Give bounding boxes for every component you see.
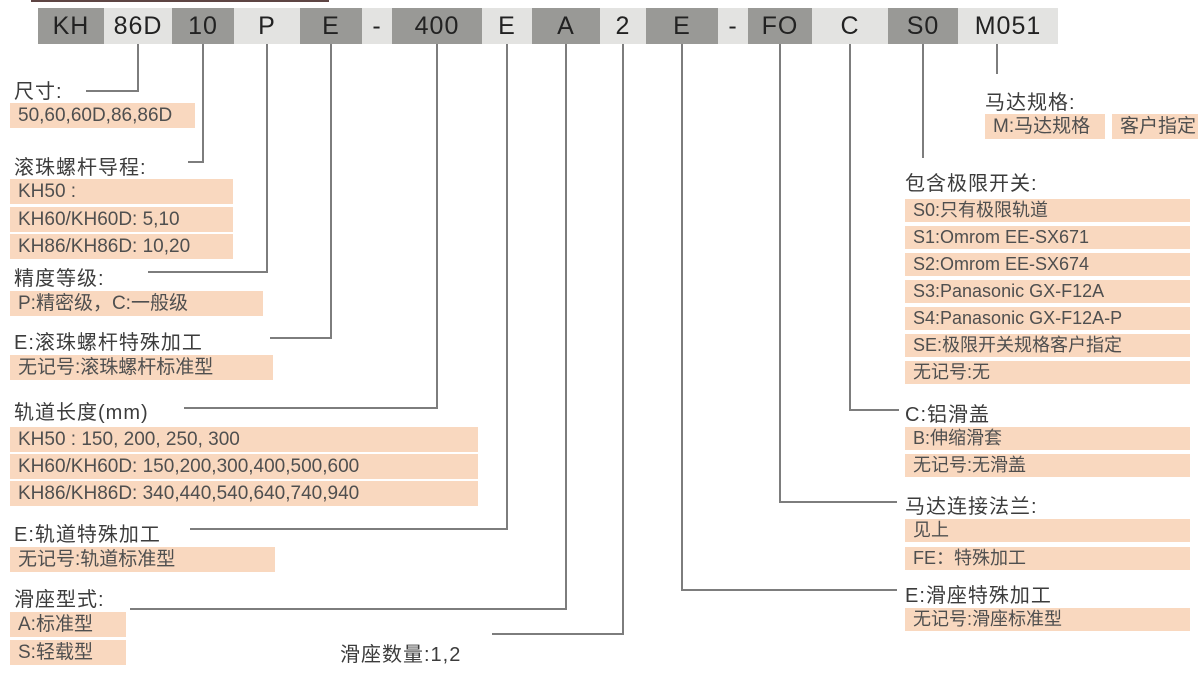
- connector-line: [330, 44, 332, 339]
- screw-lead-row: KH60/KH60D: 5,10: [10, 207, 233, 232]
- connector-line: [130, 608, 567, 610]
- code-segment-10: 10: [172, 8, 234, 44]
- connector-line: [681, 589, 897, 591]
- connector-line: [188, 161, 204, 163]
- connector-line: [86, 90, 139, 92]
- code-segment-dash2: -: [718, 8, 748, 44]
- cover-row: B:伸缩滑套: [905, 427, 1190, 450]
- code-segment-m051: M051: [958, 8, 1058, 44]
- limit-switch-row: SE:极限开关规格客户指定: [905, 334, 1190, 357]
- code-segment-c: C: [812, 8, 888, 44]
- connector-line: [622, 44, 624, 635]
- connector-line: [148, 271, 268, 273]
- limit-switch-section-title: 包含极限开关:: [905, 173, 1038, 195]
- connector-line: [266, 44, 268, 273]
- limit-switch-row: S1:Omrom EE-SX671: [905, 226, 1190, 249]
- code-segment-400: 400: [392, 8, 482, 44]
- rail-standard-chip: 无记号:轨道标准型: [10, 547, 275, 572]
- connector-line: [996, 44, 998, 74]
- code-segment-dash1: -: [362, 8, 392, 44]
- connector-line: [184, 407, 438, 409]
- code-segment-kh: KH: [38, 8, 104, 44]
- code-segment-e2: E: [482, 8, 532, 44]
- code-segment-fo: FO: [748, 8, 812, 44]
- connector-line: [202, 44, 204, 163]
- connector-line: [270, 337, 332, 339]
- model-code-bar: KH 86D 10 P E - 400 E A 2 E - FO C S0 M0…: [38, 8, 1058, 44]
- screw-lead-row: KH86/KH86D: 10,20: [10, 234, 233, 259]
- connector-line: [849, 44, 851, 411]
- customer-specified-chip: 客户指定: [1112, 114, 1198, 139]
- code-segment-86d: 86D: [104, 8, 172, 44]
- motor-flange-section-title: 马达连接法兰:: [905, 496, 1038, 518]
- code-segment-a: A: [532, 8, 600, 44]
- cover-row: 无记号:无滑盖: [905, 454, 1190, 477]
- limit-switch-row: S3:Panasonic GX-F12A: [905, 280, 1190, 303]
- rail-length-section-title: 轨道长度(mm): [14, 402, 149, 424]
- code-segment-s0: S0: [888, 8, 958, 44]
- connector-line: [849, 409, 899, 411]
- slider-type-row: S:轻载型: [10, 640, 126, 665]
- code-segment-2: 2: [600, 8, 646, 44]
- screw-lead-row: KH50 :: [10, 179, 233, 204]
- motor-spec-section-title: 马达规格:: [985, 92, 1076, 114]
- limit-switch-row: S0:只有极限轨道: [905, 199, 1190, 222]
- limit-switch-row: 无记号:无: [905, 361, 1190, 384]
- connector-line: [506, 44, 508, 530]
- slider-special-title: E:滑座特殊加工: [905, 585, 1052, 607]
- motor-spec-chip: M:马达规格: [985, 114, 1105, 139]
- code-segment-p: P: [234, 8, 300, 44]
- slider-type-row: A:标准型: [10, 612, 126, 637]
- connector-line: [492, 633, 624, 635]
- rail-length-row: KH60/KH60D: 150,200,300,400,500,600: [10, 454, 478, 479]
- screw-special-title: E:滚珠螺杆特殊加工: [14, 332, 203, 354]
- size-section-title: 尺寸:: [14, 81, 63, 103]
- rail-length-row: KH50 : 150, 200, 250, 300: [10, 427, 478, 452]
- limit-switch-row: S4:Panasonic GX-F12A-P: [905, 307, 1190, 330]
- precision-section-title: 精度等级:: [14, 268, 105, 290]
- slider-qty-label: 滑座数量:1,2: [340, 644, 462, 666]
- rail-special-title: E:轨道特殊加工: [14, 524, 161, 546]
- connector-line: [922, 44, 924, 158]
- motor-flange-row: FE：特殊加工: [905, 547, 1190, 570]
- screw-standard-chip: 无记号:滚珠螺杆标准型: [10, 355, 273, 380]
- connector-line: [137, 44, 139, 92]
- precision-values-chip: P:精密级，C:一般级: [10, 291, 263, 316]
- connector-line: [681, 44, 683, 591]
- code-segment-e3: E: [646, 8, 718, 44]
- slider-type-section-title: 滑座型式:: [14, 589, 105, 611]
- limit-switch-row: S2:Omrom EE-SX674: [905, 253, 1190, 276]
- slider-standard-chip: 无记号:滑座标准型: [905, 608, 1190, 631]
- connector-line: [436, 44, 438, 409]
- code-segment-e1: E: [300, 8, 362, 44]
- top-rule: [31, 0, 329, 2]
- connector-line: [779, 501, 897, 503]
- connector-line: [190, 528, 508, 530]
- size-values-chip: 50,60,60D,86,86D: [10, 103, 195, 128]
- motor-flange-row: 见上: [905, 519, 1190, 542]
- rail-length-row: KH86/KH86D: 340,440,540,640,740,940: [10, 481, 478, 506]
- connector-line: [565, 44, 567, 610]
- screw-lead-section-title: 滚珠螺杆导程:: [14, 157, 147, 179]
- connector-line: [779, 44, 781, 503]
- cover-section-title: C:铝滑盖: [905, 404, 990, 426]
